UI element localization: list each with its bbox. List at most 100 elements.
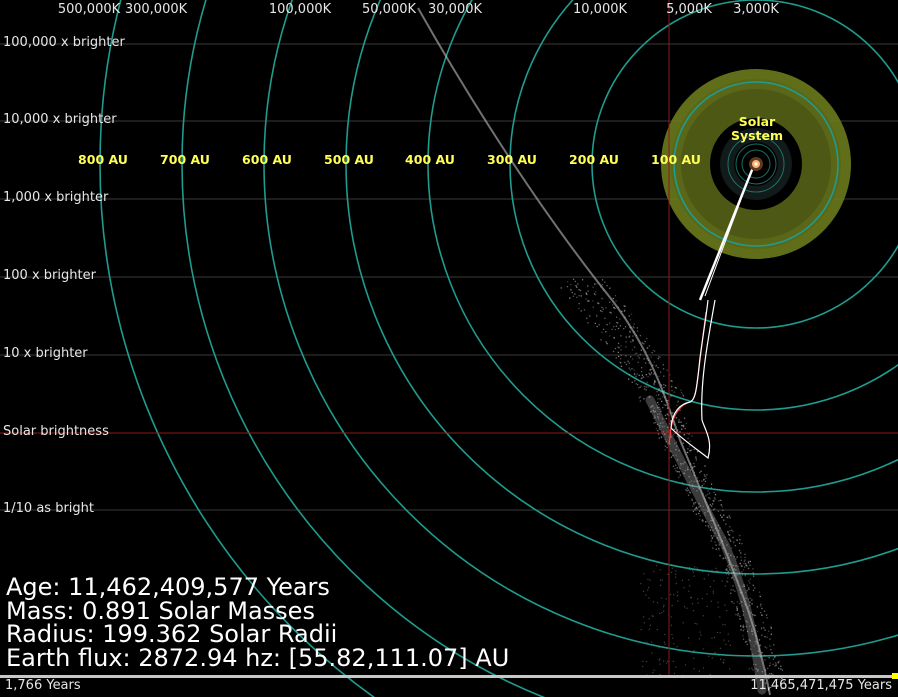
star-point	[727, 581, 728, 582]
star-point	[573, 296, 574, 297]
star-point	[704, 474, 705, 475]
star-point	[751, 599, 752, 600]
star-point	[655, 381, 656, 382]
star-point	[731, 530, 732, 531]
star-point	[708, 571, 709, 572]
star-point	[592, 300, 593, 301]
star-point	[587, 322, 588, 323]
star-point	[778, 668, 779, 669]
star-point	[656, 395, 657, 396]
star-point	[640, 335, 641, 336]
star-point	[749, 582, 750, 583]
star-point	[743, 626, 744, 627]
star-point	[744, 566, 745, 567]
star-point	[567, 286, 568, 287]
star-point	[651, 641, 652, 642]
star-point	[683, 426, 684, 427]
star-point	[765, 646, 766, 647]
star-point	[651, 352, 652, 353]
star-point	[640, 387, 641, 388]
star-point	[652, 615, 653, 616]
star-point	[749, 602, 750, 603]
star-point	[643, 343, 644, 344]
timeline-handle[interactable]	[892, 673, 898, 679]
star-point	[578, 289, 579, 290]
star-point	[768, 657, 769, 658]
star-point	[625, 326, 626, 327]
star-point	[743, 625, 744, 626]
luminosity-label: 10,000 x brighter	[3, 112, 117, 127]
timeline[interactable]: 1,766 Years 11,465,471,475 Years	[0, 675, 898, 697]
star-point	[723, 515, 724, 516]
star-point	[629, 368, 630, 369]
star-point	[697, 602, 698, 603]
star-point	[747, 656, 748, 657]
star-point	[708, 497, 709, 498]
star-point	[693, 463, 694, 464]
star-point	[711, 487, 712, 488]
star-point	[708, 490, 709, 491]
star-point	[731, 601, 732, 602]
star-point	[652, 672, 653, 673]
star-point	[694, 566, 695, 567]
star-point	[710, 498, 711, 499]
star-point	[602, 298, 603, 299]
star-point	[702, 519, 703, 520]
star-point	[733, 589, 734, 590]
star-point	[732, 537, 733, 538]
star-point	[628, 379, 629, 380]
star-point	[659, 664, 660, 665]
star-point	[636, 383, 637, 384]
star-point	[749, 668, 750, 669]
star-point	[730, 517, 731, 518]
star-point	[649, 345, 650, 346]
star-point	[690, 597, 691, 598]
star-point	[731, 577, 732, 578]
star-point	[728, 571, 729, 572]
star-point	[658, 388, 659, 389]
star-point	[720, 515, 721, 516]
star-point	[710, 504, 711, 505]
star-point	[698, 507, 699, 508]
star-point	[603, 309, 604, 310]
star-point	[638, 362, 639, 363]
star-point	[637, 384, 638, 385]
star-point	[626, 337, 627, 338]
star-point	[675, 470, 676, 471]
star-point	[637, 374, 638, 375]
star-point	[780, 666, 781, 667]
star-point	[694, 576, 695, 577]
star-point	[671, 387, 672, 388]
star-point	[630, 319, 631, 320]
star-point	[620, 325, 621, 326]
star-point	[634, 323, 635, 324]
star-point	[643, 398, 644, 399]
star-point	[716, 545, 717, 546]
star-point	[757, 606, 758, 607]
star-point	[640, 354, 641, 355]
star-point	[639, 357, 640, 358]
star-point	[654, 384, 655, 385]
star-point	[657, 629, 658, 630]
star-point	[677, 595, 678, 596]
star-point	[743, 639, 744, 640]
star-point	[689, 569, 690, 570]
star-point	[606, 341, 607, 342]
star-point	[747, 644, 748, 645]
star-point	[742, 574, 743, 575]
star-point	[657, 402, 658, 403]
star-point	[647, 347, 648, 348]
star-point	[739, 535, 740, 536]
star-point	[657, 398, 658, 399]
star-point	[775, 662, 776, 663]
star-point	[729, 530, 730, 531]
star-point	[646, 642, 647, 643]
star-point	[708, 574, 709, 575]
star-point	[693, 658, 694, 659]
star-point	[692, 603, 693, 604]
star-point	[630, 341, 631, 342]
star-point	[613, 337, 614, 338]
star-point	[629, 315, 630, 316]
star-point	[637, 327, 638, 328]
star-point	[640, 400, 641, 401]
